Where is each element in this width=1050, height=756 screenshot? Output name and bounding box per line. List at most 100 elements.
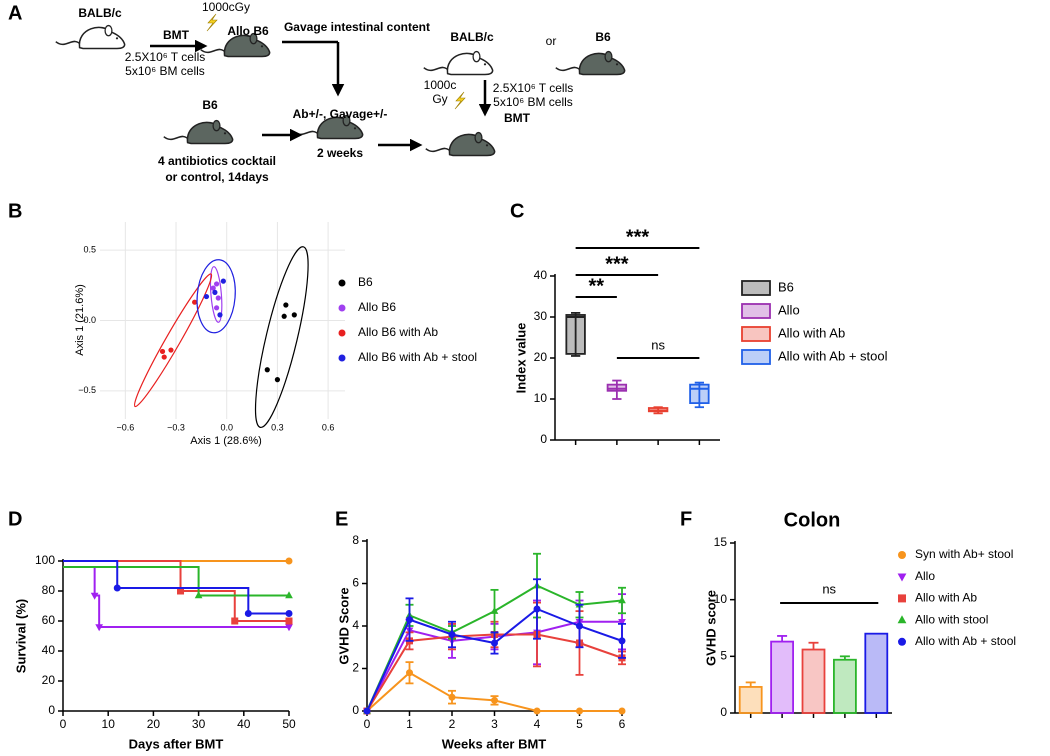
point — [217, 312, 223, 318]
point — [161, 354, 167, 360]
diagram-label: BALB/c — [450, 30, 494, 44]
diagram-label: 4 antibiotics cocktail — [158, 154, 276, 168]
y-tick-label: 15 — [714, 535, 728, 549]
y-tick-label: 0 — [48, 703, 55, 717]
mouse-icon — [425, 131, 496, 157]
legend-marker — [897, 573, 907, 582]
diagram-label: BMT — [163, 28, 190, 42]
mouse-ear — [474, 131, 483, 144]
point — [281, 313, 287, 319]
marker — [618, 596, 626, 604]
x-tick-label: 0.3 — [271, 422, 284, 432]
x-tick-label: 2 — [449, 717, 456, 731]
mouse-body — [78, 26, 126, 50]
point — [212, 289, 218, 295]
mouse-body — [448, 133, 496, 157]
x-tick-label: 5 — [576, 717, 583, 731]
chart-title: Colon — [784, 509, 841, 531]
y-axis-title: GVHD score — [703, 590, 718, 666]
diagram-label: or — [546, 34, 557, 48]
diagram-label: 2.5X10⁶ T cells — [125, 50, 206, 64]
legend-marker — [898, 594, 906, 603]
legend-swatch — [741, 349, 771, 365]
y-axis-title: GVHD Score — [336, 587, 351, 664]
x-axis-title: Days after BMT — [129, 736, 224, 751]
series-line — [63, 560, 289, 615]
legend-label: B6 — [778, 279, 794, 294]
marker — [231, 617, 239, 625]
x-tick-label: 1 — [406, 717, 413, 731]
x-tick-label: 0 — [364, 717, 371, 731]
diagram-label: Gy — [432, 92, 447, 106]
box — [565, 314, 586, 355]
x-tick-label: 10 — [102, 717, 116, 731]
point — [215, 295, 221, 301]
y-tick-label: 8 — [352, 533, 359, 547]
legend-marker — [338, 329, 346, 337]
significance-label: ** — [588, 275, 604, 297]
mouse-icon — [163, 119, 234, 145]
significance-label: *** — [605, 253, 629, 275]
x-tick-label: 3 — [491, 717, 498, 731]
mouse-icon — [55, 24, 126, 50]
panel-label: E — [335, 508, 348, 530]
x-axis-title: Weeks after BMT — [442, 736, 547, 751]
significance-label: ns — [822, 581, 836, 596]
x-tick-label: 6 — [619, 717, 626, 731]
legend-label: Allo with stool — [915, 612, 988, 626]
y-tick-label: 80 — [42, 583, 56, 597]
legend-marker — [338, 279, 346, 287]
marker — [448, 693, 456, 701]
lightning-icon — [206, 13, 218, 32]
marker — [285, 591, 293, 599]
marker — [244, 610, 252, 617]
y-tick-label: 0 — [352, 703, 359, 717]
y-tick-label: 2 — [352, 661, 359, 675]
point — [168, 347, 174, 353]
y-axis-title: Index value — [513, 323, 528, 394]
mouse-eye — [485, 144, 489, 147]
series-line — [63, 566, 289, 628]
point — [274, 377, 281, 383]
mouse-body — [186, 121, 234, 145]
diagram-label: BALB/c — [78, 6, 122, 20]
y-tick-label: 0.5 — [83, 245, 96, 255]
point — [203, 293, 210, 300]
marker — [448, 631, 456, 638]
diagram-label: Gavage intestinal content — [284, 20, 430, 34]
diagram-label: 2.5X10⁶ T cells — [493, 81, 574, 95]
marker — [491, 639, 498, 647]
marker — [194, 591, 203, 599]
point — [213, 305, 220, 311]
panel-label: A — [8, 2, 22, 24]
mouse-eye — [260, 45, 264, 48]
legend-marker — [898, 551, 906, 559]
mouse-ear — [342, 114, 351, 127]
mouse-ear — [604, 50, 613, 63]
legend-label: Allo with Ab + stool — [915, 634, 1016, 648]
marker — [363, 707, 371, 715]
series-line — [63, 566, 289, 597]
point — [159, 348, 166, 355]
marker — [113, 584, 121, 592]
y-tick-label: −0.5 — [78, 385, 96, 395]
mouse-eye — [483, 63, 487, 66]
marker — [285, 617, 293, 625]
diagram-label: 5x10⁶ BM cells — [493, 95, 573, 109]
diagram-label: 1000c — [424, 78, 457, 92]
bar — [770, 640, 794, 714]
legend-label: B6 — [358, 275, 373, 289]
mouse-eye — [615, 63, 619, 66]
mouse-eye — [353, 127, 357, 130]
point — [264, 367, 270, 373]
significance-label: ns — [651, 337, 665, 352]
mouse-body — [446, 52, 494, 76]
diagram-label: B6 — [202, 98, 218, 112]
mouse-tail — [425, 147, 452, 153]
point — [283, 302, 289, 308]
marker — [285, 557, 293, 565]
point — [220, 278, 226, 284]
marker — [95, 624, 104, 632]
bar — [738, 686, 763, 714]
